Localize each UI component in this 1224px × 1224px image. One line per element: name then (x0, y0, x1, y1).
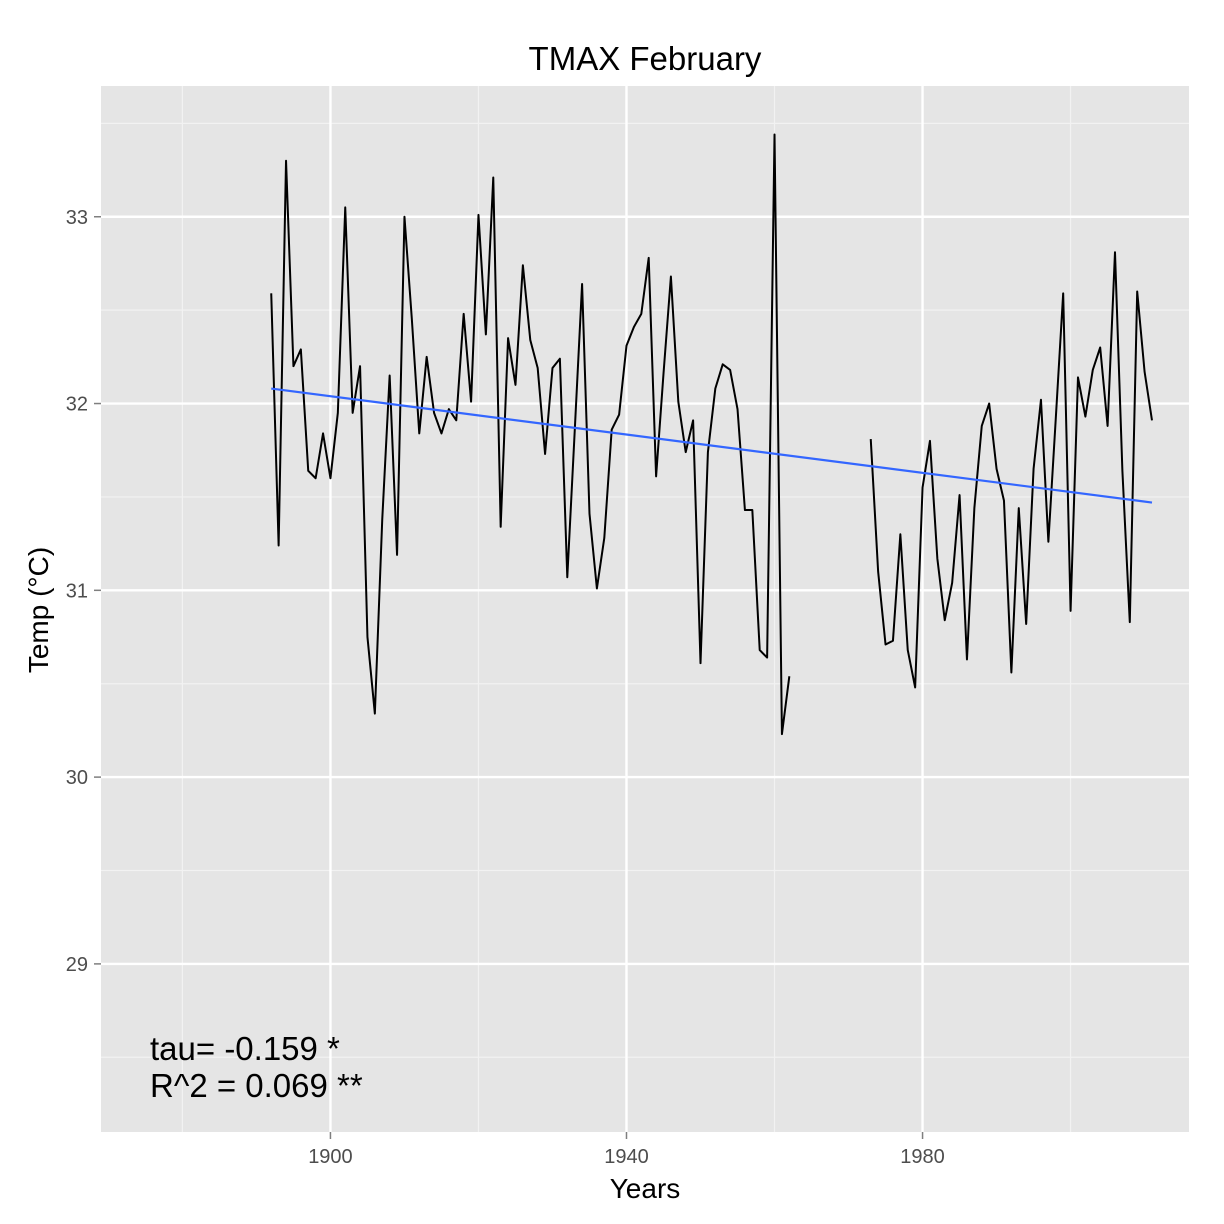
x-axis-label: Years (610, 1173, 681, 1204)
y-tick-label: 32 (66, 394, 88, 416)
tick-labels: 1900 1940 1980 29 30 31 32 33 (66, 207, 945, 1168)
y-tick-label: 33 (66, 207, 88, 229)
trend-line (271, 387, 1153, 504)
y-tick-label: 31 (66, 580, 88, 602)
x-tick-label: 1900 (308, 1146, 353, 1168)
series-layer (270, 133, 1153, 736)
x-tick-label: 1940 (604, 1146, 649, 1168)
tau-annotation: tau= -0.159 * (150, 1030, 340, 1067)
chart-title: TMAX February (529, 40, 762, 77)
tmax-series-line (270, 133, 1153, 736)
x-tick-label: 1980 (900, 1146, 945, 1168)
y-axis-label: Temp (°C) (23, 547, 54, 673)
major-gridlines (101, 86, 1189, 1132)
y-tick-label: 29 (66, 954, 88, 976)
y-tick-label: 30 (66, 767, 88, 789)
r-squared-annotation: R^2 = 0.069 ** (150, 1067, 363, 1104)
axis-ticks (94, 216, 924, 1139)
